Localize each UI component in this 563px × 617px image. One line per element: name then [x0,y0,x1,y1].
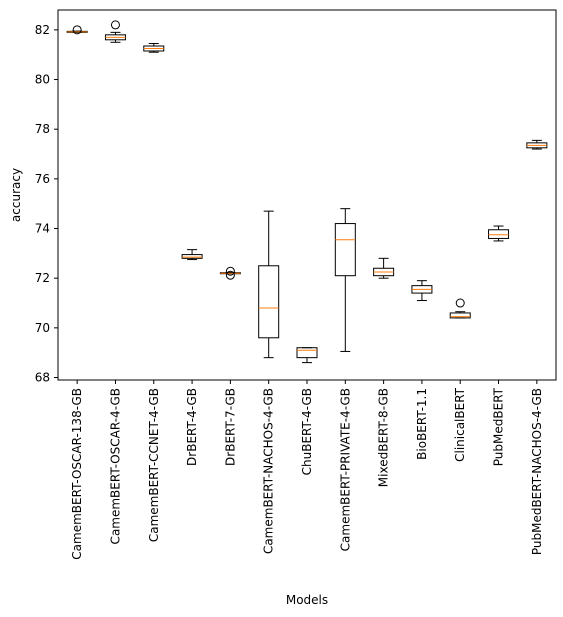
y-tick-label: 74 [35,222,50,236]
x-tick-label: CamemBERT-OSCAR-4-GB [108,388,122,544]
box-iqr [296,347,318,359]
x-tick-label: DrBERT-4-GB [185,388,199,466]
box-8 [334,208,356,352]
box-4 [181,249,203,261]
y-axis-label: accuracy [9,168,23,222]
outlier-point [110,20,120,30]
y-tick-label: 68 [35,371,50,385]
box-6 [258,210,280,359]
y-tick-label: 76 [35,172,50,186]
box-iqr [181,254,203,259]
y-tick-label: 82 [35,23,50,37]
box-iqr [334,223,356,277]
x-tick-label: CamemBERT-NACHOS-4-GB [262,388,276,554]
box-10 [411,280,433,302]
x-tick-label: CamemBERT-OSCAR-138-GB [70,388,84,560]
y-tick-label: 80 [35,73,50,87]
box-2 [104,20,126,43]
box-1 [66,25,88,35]
x-tick-label: CamemBERT-PRIVATE-4-GB [338,388,352,551]
y-axis-ticks: 68 70 72 74 76 78 80 82 [35,23,58,385]
x-axis-ticks: CamemBERT-OSCAR-138-GB CamemBERT-OSCAR-4-… [70,380,544,560]
box-iqr [488,229,510,239]
y-tick-label: 70 [35,321,50,335]
box-12 [488,225,510,242]
outlier-point [225,270,235,280]
outlier-point [455,298,465,308]
box-7 [296,347,318,364]
box-13 [526,139,548,150]
x-tick-label: ChuBERT-4-GB [300,388,314,475]
y-tick-label: 72 [35,271,50,285]
outlier-point [225,266,235,276]
x-tick-label: DrBERT-7-GB [223,388,237,466]
y-tick-label: 78 [35,122,50,136]
box-iqr [449,312,471,319]
box-11 [449,298,471,319]
x-tick-label: PubMedBERT-NACHOS-4-GB [530,388,544,555]
box-3 [143,43,165,53]
x-tick-label: ClinicalBERT [453,387,467,462]
x-tick-label: CamemBERT-CCNET-4-GB [147,388,161,542]
x-tick-label: PubMedBERT [492,387,506,466]
box-9 [373,257,395,279]
boxes-layer [66,20,548,364]
x-axis-label: Models [286,593,328,607]
box-5 [219,266,241,280]
x-tick-label: BioBERT-1.1 [415,388,429,460]
x-tick-label: MixedBERT-8-GB [377,388,391,487]
plot-area-frame [57,9,557,381]
box-iqr [258,265,280,339]
outlier-point [72,25,82,35]
